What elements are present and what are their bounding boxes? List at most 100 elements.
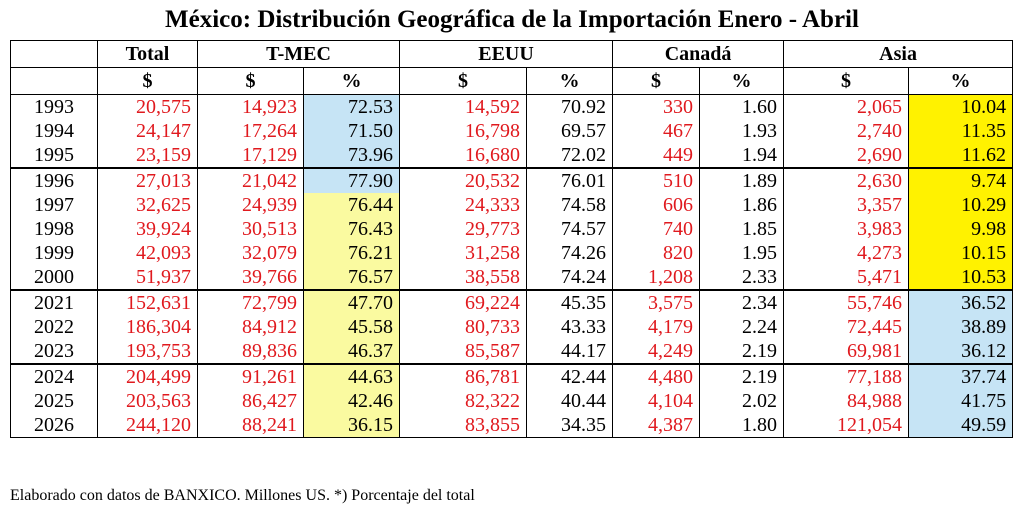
subheader-tmec-pct: % <box>302 67 401 95</box>
cell-year: 1998 <box>10 217 98 241</box>
cell-total-usd: 27,013 <box>97 167 198 193</box>
subheader-canada-pct: % <box>699 67 785 95</box>
cell-total-usd: 244,120 <box>97 413 198 438</box>
cell-asia-pct: 37.74 <box>908 363 1014 389</box>
header-asia: Asia <box>783 40 1014 68</box>
cell-eeuu-usd: 38,558 <box>399 265 528 290</box>
cell-eeuu-pct: 34.35 <box>526 413 614 438</box>
cell-asia-pct: 10.04 <box>908 94 1014 119</box>
cell-eeuu-usd: 14,592 <box>399 94 528 119</box>
cell-eeuu-pct: 42.44 <box>526 363 614 389</box>
cell-total-usd: 20,575 <box>97 94 198 119</box>
cell-total-usd: 23,159 <box>97 143 198 168</box>
cell-year: 2025 <box>10 389 98 413</box>
table-row: 1995 23,159 17,129 73.96 16,680 72.02 449 1.94 2… <box>10 143 1014 168</box>
table-row: 2023 193,753 89,836 46.37 85,587 44.17 4,249 2.… <box>10 339 1014 364</box>
cell-year: 2021 <box>10 289 98 315</box>
cell-canada-usd: 740 <box>612 217 701 241</box>
cell-eeuu-pct: 69.57 <box>526 119 614 143</box>
cell-tmec-usd: 39,766 <box>197 265 304 290</box>
cell-eeuu-usd: 83,855 <box>399 413 528 438</box>
cell-asia-usd: 77,188 <box>783 363 910 389</box>
cell-eeuu-pct: 74.57 <box>526 217 614 241</box>
cell-total-usd: 152,631 <box>97 289 198 315</box>
cell-year: 1996 <box>10 167 98 193</box>
cell-canada-usd: 3,575 <box>612 289 701 315</box>
cell-year: 1993 <box>10 94 98 119</box>
cell-eeuu-pct: 72.02 <box>526 143 614 168</box>
cell-asia-pct: 36.52 <box>908 289 1014 315</box>
cell-tmec-pct: 76.57 <box>302 265 401 290</box>
cell-asia-usd: 3,357 <box>783 193 910 217</box>
cell-canada-usd: 4,249 <box>612 339 701 364</box>
cell-tmec-pct: 72.53 <box>302 94 401 119</box>
cell-eeuu-usd: 24,333 <box>399 193 528 217</box>
cell-tmec-usd: 30,513 <box>197 217 304 241</box>
cell-year: 2026 <box>10 413 98 438</box>
cell-asia-usd: 121,054 <box>783 413 910 438</box>
cell-year: 1997 <box>10 193 98 217</box>
cell-tmec-usd: 89,836 <box>197 339 304 364</box>
cell-tmec-usd: 88,241 <box>197 413 304 438</box>
header-blank <box>10 40 98 68</box>
cell-asia-usd: 4,273 <box>783 241 910 265</box>
table-body: 1993 20,575 14,923 72.53 14,592 70.92 330 1.60 2… <box>10 94 1014 438</box>
cell-eeuu-usd: 20,532 <box>399 167 528 193</box>
cell-tmec-pct: 45.58 <box>302 315 401 339</box>
cell-eeuu-usd: 29,773 <box>399 217 528 241</box>
cell-tmec-pct: 76.43 <box>302 217 401 241</box>
table-row: 2022 186,304 84,912 45.58 80,733 43.33 4,179 2.… <box>10 315 1014 339</box>
table-title: México: Distribución Geográfica de la Im… <box>165 6 859 33</box>
cell-canada-usd: 4,179 <box>612 315 701 339</box>
cell-year: 2000 <box>10 265 98 290</box>
cell-tmec-pct: 47.70 <box>302 289 401 315</box>
cell-tmec-pct: 36.15 <box>302 413 401 438</box>
cell-canada-usd: 467 <box>612 119 701 143</box>
cell-canada-pct: 2.24 <box>699 315 785 339</box>
cell-year: 1994 <box>10 119 98 143</box>
cell-eeuu-usd: 85,587 <box>399 339 528 364</box>
cell-eeuu-pct: 45.35 <box>526 289 614 315</box>
cell-eeuu-pct: 40.44 <box>526 389 614 413</box>
cell-eeuu-pct: 74.26 <box>526 241 614 265</box>
cell-asia-usd: 84,988 <box>783 389 910 413</box>
cell-asia-usd: 72,445 <box>783 315 910 339</box>
cell-asia-pct: 10.15 <box>908 241 1014 265</box>
subheader-asia-usd: $ <box>783 67 910 95</box>
cell-canada-usd: 606 <box>612 193 701 217</box>
header-canada: Canadá <box>612 40 785 68</box>
cell-year: 2022 <box>10 315 98 339</box>
cell-year: 2023 <box>10 339 98 364</box>
group-header-row: Total T-MEC EEUU Canadá Asia <box>10 40 1014 68</box>
table-row: 1998 39,924 30,513 76.43 29,773 74.57 740 1.85 3… <box>10 217 1014 241</box>
import-distribution-table: Total T-MEC EEUU Canadá Asia $ $ % $ % $… <box>10 40 1014 438</box>
cell-eeuu-usd: 31,258 <box>399 241 528 265</box>
cell-asia-pct: 49.59 <box>908 413 1014 438</box>
table-row: 2026 244,120 88,241 36.15 83,855 34.35 4,387 1.… <box>10 413 1014 438</box>
cell-asia-pct: 10.53 <box>908 265 1014 290</box>
cell-eeuu-usd: 80,733 <box>399 315 528 339</box>
cell-total-usd: 193,753 <box>97 339 198 364</box>
cell-canada-usd: 4,104 <box>612 389 701 413</box>
cell-tmec-usd: 24,939 <box>197 193 304 217</box>
cell-canada-usd: 449 <box>612 143 701 168</box>
cell-canada-pct: 1.60 <box>699 94 785 119</box>
cell-year: 1995 <box>10 143 98 168</box>
cell-asia-pct: 11.35 <box>908 119 1014 143</box>
cell-tmec-pct: 42.46 <box>302 389 401 413</box>
cell-canada-pct: 2.33 <box>699 265 785 290</box>
cell-eeuu-usd: 16,798 <box>399 119 528 143</box>
cell-total-usd: 203,563 <box>97 389 198 413</box>
cell-asia-usd: 2,740 <box>783 119 910 143</box>
cell-tmec-usd: 17,129 <box>197 143 304 168</box>
cell-eeuu-pct: 43.33 <box>526 315 614 339</box>
cell-tmec-usd: 32,079 <box>197 241 304 265</box>
cell-asia-usd: 5,471 <box>783 265 910 290</box>
cell-eeuu-usd: 16,680 <box>399 143 528 168</box>
cell-canada-pct: 1.86 <box>699 193 785 217</box>
cell-total-usd: 204,499 <box>97 363 198 389</box>
subheader-tmec-usd: $ <box>197 67 304 95</box>
cell-canada-usd: 510 <box>612 167 701 193</box>
subheader-canada-usd: $ <box>612 67 701 95</box>
cell-asia-usd: 69,981 <box>783 339 910 364</box>
